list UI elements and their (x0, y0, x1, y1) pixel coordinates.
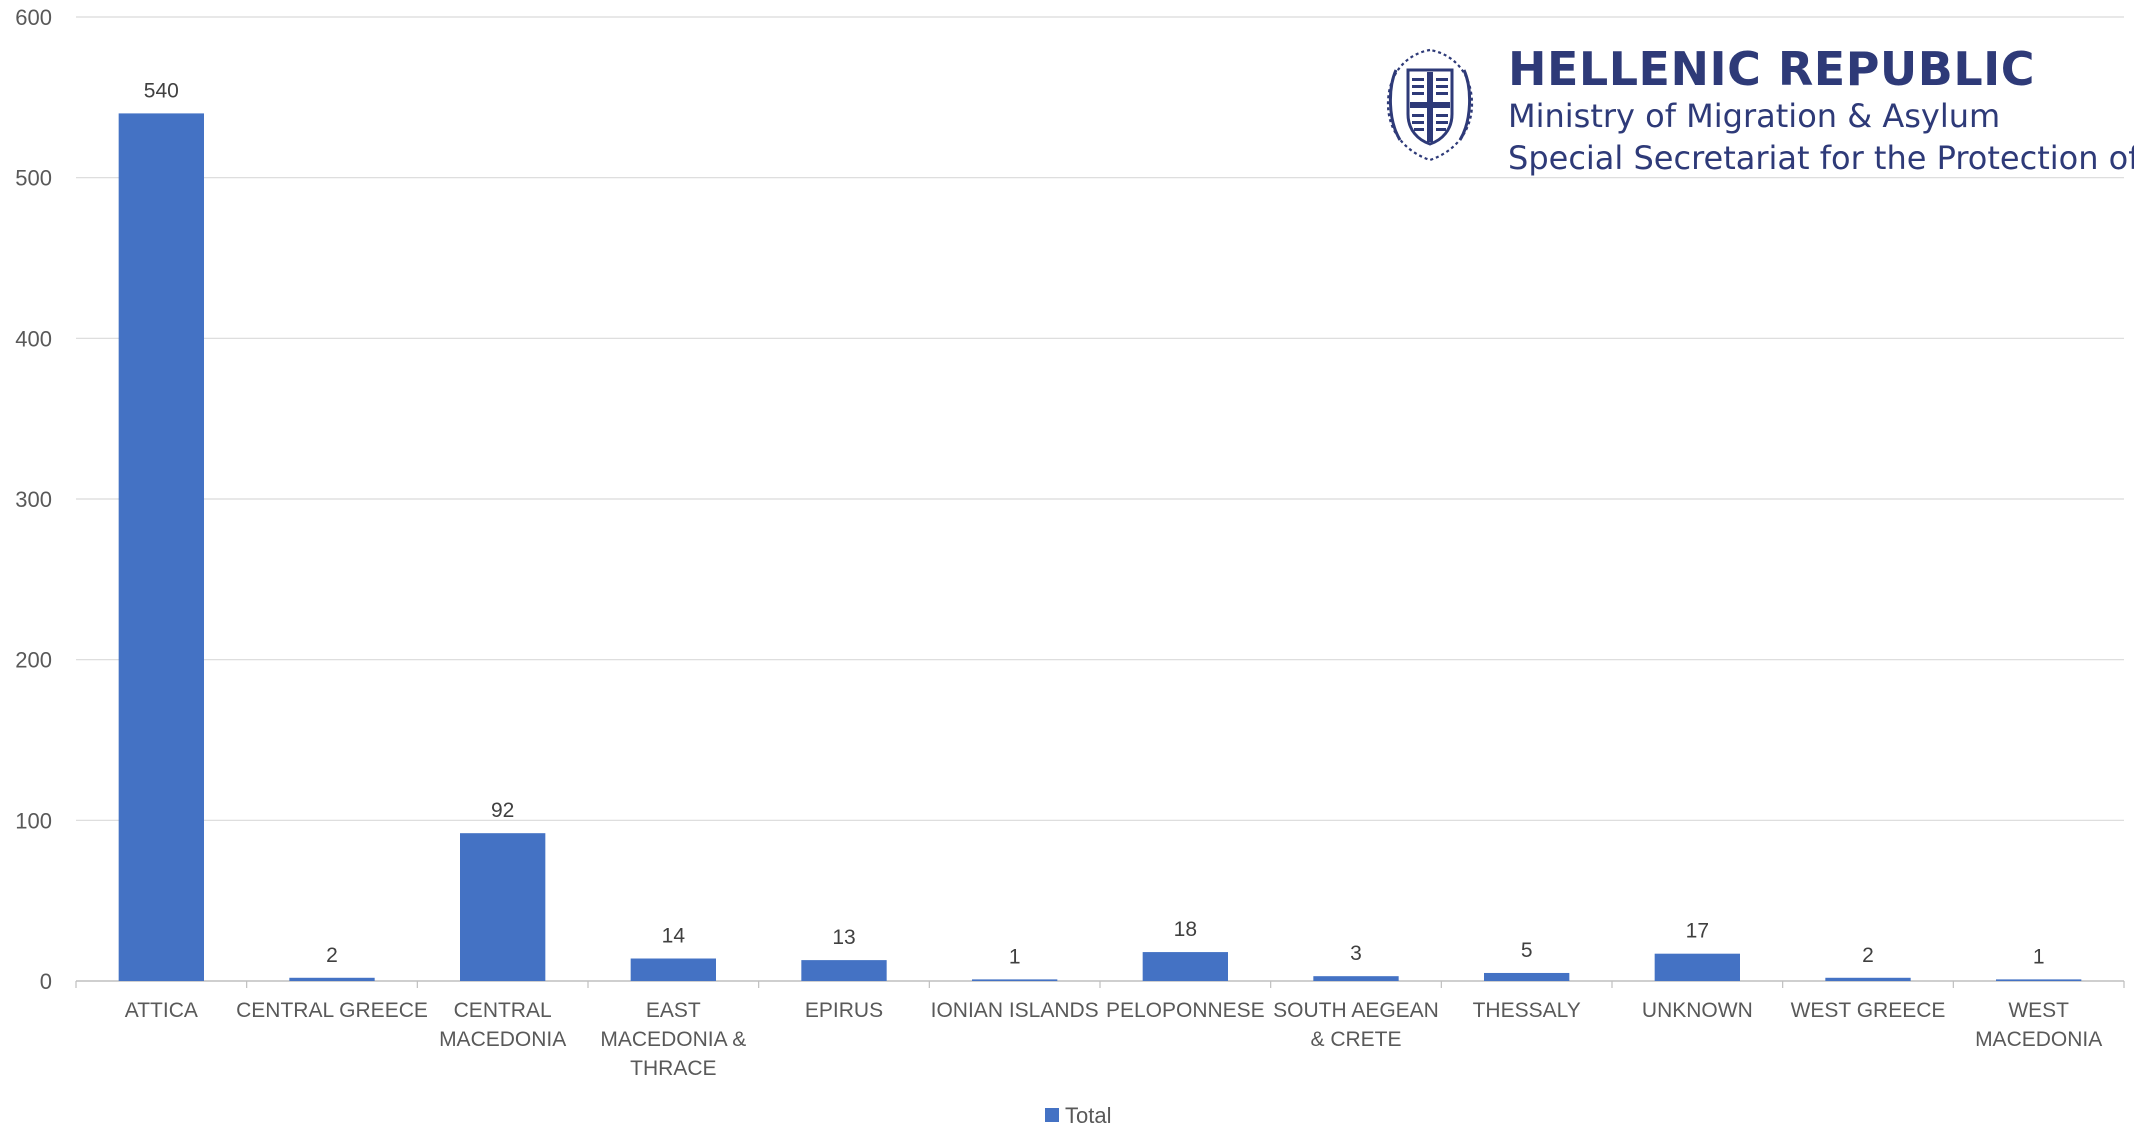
bar (1313, 976, 1399, 981)
x-category-label: WEST GREECE (1791, 999, 1946, 1022)
data-label: 14 (662, 925, 686, 948)
x-category-label: THESSALY (1473, 999, 1581, 1022)
y-tick-label: 500 (15, 166, 52, 191)
bar (289, 977, 375, 981)
y-tick-label: 400 (15, 326, 52, 351)
bar (460, 833, 546, 981)
bar (118, 113, 204, 981)
y-tick-label: 600 (15, 5, 52, 30)
bar (801, 960, 887, 981)
data-label: 17 (1686, 920, 1709, 943)
bars (118, 113, 2082, 981)
y-tick-label: 300 (15, 487, 52, 512)
data-label: 92 (491, 799, 514, 822)
data-label: 2 (1862, 944, 1874, 967)
data-label: 2 (326, 944, 338, 967)
data-label: 1 (2033, 945, 2045, 968)
y-tick-label: 0 (40, 969, 52, 994)
bar (1996, 979, 2082, 981)
bar (1654, 953, 1740, 981)
x-category-label: SOUTH AEGEAN & CRETE (1273, 999, 1439, 1051)
y-axis: 0 100 200 300 400 500 600 (15, 5, 52, 994)
x-category-label: CENTRAL GREECE (236, 999, 428, 1022)
data-label: 540 (144, 79, 179, 102)
bar (1484, 972, 1570, 981)
x-category-label: ATTICA (125, 999, 198, 1022)
logo-title: HELLENIC REPUBLIC (1508, 42, 2036, 96)
legend-label: Total (1065, 1103, 1111, 1128)
data-label: 18 (1174, 918, 1197, 941)
bar (1142, 952, 1228, 981)
x-category-label: WEST MACEDONIA (1975, 999, 2102, 1051)
greek-coat-of-arms-icon (1386, 48, 1474, 162)
x-category-label: EAST MACEDONIA & THRACE (600, 999, 746, 1080)
ministry-logo: HELLENIC REPUBLIC Ministry of Migration … (1378, 42, 2134, 182)
legend: Total (1045, 1103, 1111, 1128)
data-label: 13 (832, 926, 855, 949)
x-category-label: IONIAN ISLANDS (931, 999, 1099, 1022)
bar (1825, 977, 1911, 981)
logo-secretariat-name: Special Secretariat for the Protection o… (1508, 139, 2134, 177)
y-tick-label: 200 (15, 648, 52, 673)
x-axis: ATTICA CENTRAL GREECE CENTRAL MACEDONIA EAST… (75, 981, 2125, 1080)
data-label: 1 (1009, 945, 1021, 968)
bar (972, 979, 1058, 981)
bar (630, 958, 716, 981)
x-category-label: UNKNOWN (1642, 999, 1753, 1022)
x-category-label: EPIRUS (805, 999, 883, 1022)
x-category-label: CENTRAL MACEDONIA (439, 999, 566, 1051)
logo-ministry-name: Ministry of Migration & Asylum (1508, 97, 2001, 135)
y-tick-label: 100 (15, 808, 52, 833)
data-label: 3 (1350, 942, 1362, 965)
legend-swatch (1045, 1108, 1059, 1122)
data-label: 5 (1521, 939, 1533, 962)
x-category-label: PELOPONNESE (1106, 999, 1265, 1022)
